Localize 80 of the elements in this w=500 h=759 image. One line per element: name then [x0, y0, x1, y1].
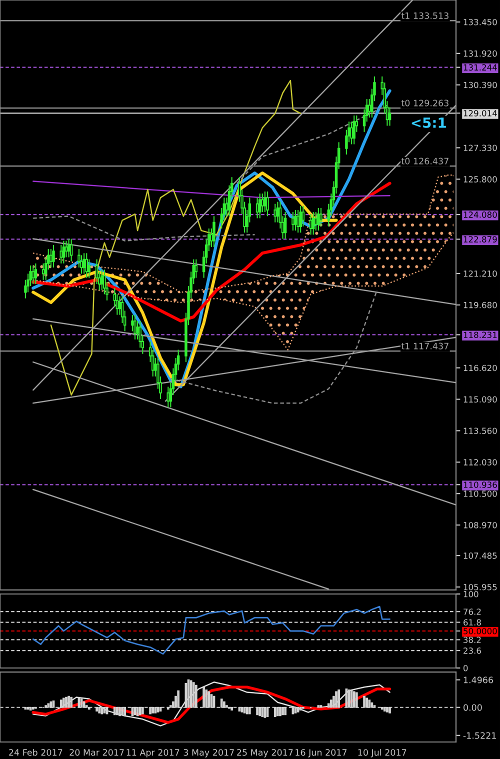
y-tick-label: 105.955: [464, 584, 497, 590]
candlestick: [264, 190, 266, 213]
candlestick: [284, 212, 287, 240]
candlestick: [85, 252, 88, 278]
candlestick: [100, 269, 104, 291]
y-tick-label: -1.5221: [463, 732, 496, 739]
candlestick: [309, 214, 312, 236]
candlestick: [67, 238, 70, 258]
line-series: [32, 216, 256, 242]
candlestick: [60, 244, 63, 264]
candlestick: [256, 197, 259, 219]
candlestick: [258, 193, 262, 219]
candlestick: [317, 207, 320, 232]
candlestick: [292, 212, 294, 232]
y-tick-label: 110.936: [464, 482, 497, 488]
x-tick-label: 24 Feb 2017: [9, 748, 62, 756]
y-tick-label: 23.6: [464, 648, 481, 654]
y-tick-label: 133.450: [464, 18, 497, 26]
candlestick: [320, 207, 322, 228]
candlestick: [82, 252, 86, 274]
candlestick: [50, 248, 52, 268]
candlestick: [314, 212, 318, 232]
y-tick-label: 122.879: [464, 236, 497, 242]
y-tick-label: 0.00: [464, 704, 482, 711]
y-tick-label: 110.500: [464, 490, 497, 497]
line-series: [32, 606, 390, 655]
ref-line-label: t1 133.513: [401, 12, 448, 19]
y-tick-label: 61.8: [464, 619, 481, 626]
candlestick: [62, 240, 66, 264]
candlestick: [352, 114, 356, 145]
ref-line-label: t0 126.437: [401, 158, 448, 164]
candlestick: [299, 205, 302, 234]
y-tick-label: 127.330: [464, 144, 497, 152]
candlestick: [274, 203, 277, 223]
candlestick: [134, 314, 136, 340]
y-tick-label: 129.014: [464, 110, 497, 116]
x-tick-label: 25 May 2017: [237, 749, 293, 758]
y-tick-label: 124.080: [464, 212, 497, 218]
candlestick: [34, 262, 38, 285]
y-tick-label: 38.2: [464, 636, 481, 644]
x-tick-label: 10 Jul 2017: [358, 748, 406, 758]
y-tick-label: 112.030: [464, 459, 497, 466]
y-tick-label: 107.485: [464, 552, 497, 559]
candlestick: [266, 190, 269, 217]
x-tick-label: 11 Apr 2017: [126, 749, 180, 758]
line-series: [50, 80, 302, 396]
candlestick: [294, 209, 297, 232]
y-tick-label: 121.210: [464, 270, 497, 277]
y-tick-label: 118.231: [464, 332, 497, 338]
line-series: [32, 182, 392, 323]
ref-line-label: t0 129.263: [401, 100, 448, 106]
candlestick: [166, 386, 170, 408]
y-tick-label: 131.920: [464, 50, 497, 57]
y-tick-label: 125.800: [464, 176, 497, 182]
x-tick-label: 16 Jun 2017: [296, 749, 347, 758]
y-tick-label: 130.390: [464, 82, 497, 88]
candlestick: [296, 209, 300, 234]
candlestick: [32, 264, 34, 285]
line-series: [32, 174, 454, 293]
y-tick-label: 0: [463, 664, 468, 672]
line-series: [170, 290, 378, 404]
annotation: <5:1: [412, 118, 446, 128]
line-series: [32, 232, 454, 350]
y-tick-label: 131.244: [464, 64, 497, 71]
candlestick: [52, 244, 55, 268]
y-tick-label: 108.970: [464, 522, 497, 528]
y-tick-label: 115.090: [464, 396, 497, 403]
y-tick-label: 50.0000: [464, 628, 497, 634]
y-tick-label: 113.560: [464, 428, 497, 434]
y-tick-label: 1.4966: [464, 676, 494, 684]
y-tick-label: 76.2: [464, 608, 481, 615]
y-tick-label: 100: [464, 590, 478, 598]
candlestick: [312, 212, 315, 236]
candlestick: [212, 216, 216, 248]
y-tick-label: 119.680: [464, 302, 497, 308]
y-tick-label: 116.620: [464, 364, 497, 372]
ref-line-label: t1 117.437: [401, 342, 448, 350]
x-tick-label: 20 Mar 2017: [70, 749, 124, 756]
x-tick-label: 3 May 2017: [184, 749, 234, 758]
candlestick: [70, 238, 73, 262]
